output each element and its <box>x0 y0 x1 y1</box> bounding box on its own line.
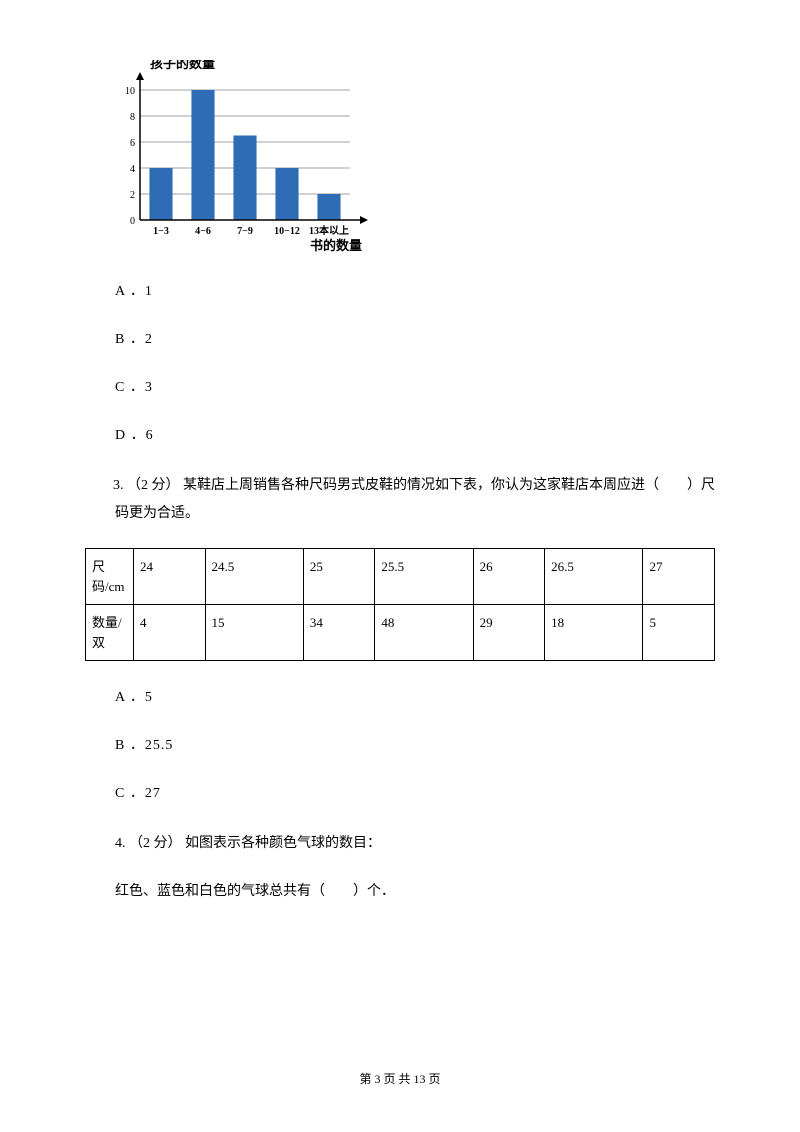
table-cell: 15 <box>205 605 303 661</box>
table-cell: 5 <box>643 605 715 661</box>
svg-text:13本以上: 13本以上 <box>309 224 349 237</box>
table-cell: 26 <box>473 549 545 605</box>
svg-text:1−3: 1−3 <box>153 226 169 237</box>
q4-text: 4. （2 分） 如图表示各种颜色气球的数目： <box>85 830 715 858</box>
table-cell: 25.5 <box>375 549 473 605</box>
q4-subtext: 红色、蓝色和白色的气球总共有（ ）个． <box>85 878 715 906</box>
option-b: B ．2 <box>85 328 715 348</box>
svg-text:0: 0 <box>130 216 135 227</box>
table-cell: 48 <box>375 605 473 661</box>
svg-text:10−12: 10−12 <box>274 226 300 237</box>
option-d: D ．6 <box>85 424 715 444</box>
svg-text:2: 2 <box>130 190 135 201</box>
page-footer: 第 3 页 共 13 页 <box>0 1070 800 1087</box>
table-row: 尺码/cm 24 24.5 25 25.5 26 26.5 27 <box>86 549 715 605</box>
table-cell: 25 <box>303 549 375 605</box>
option-b: B ．25.5 <box>85 734 715 754</box>
svg-text:8: 8 <box>130 112 135 123</box>
table-row: 数量/双 4 15 34 48 29 18 5 <box>86 605 715 661</box>
svg-text:7−9: 7−9 <box>237 226 253 237</box>
option-c: C ．27 <box>85 782 715 802</box>
q3-text: 3. （2 分） 某鞋店上周销售各种尺码男式皮鞋的情况如下表，你认为这家鞋店本周… <box>85 472 715 528</box>
option-c: C ．3 <box>85 376 715 396</box>
svg-text:4−6: 4−6 <box>195 226 211 237</box>
option-a: A ．1 <box>85 280 715 300</box>
table-cell: 29 <box>473 605 545 661</box>
svg-text:4: 4 <box>130 164 135 175</box>
svg-text:6: 6 <box>130 138 135 149</box>
q2-options: A ．1 B ．2 C ．3 D ．6 <box>85 280 715 444</box>
q3-options: A ．5 B ．25.5 C ．27 <box>85 686 715 802</box>
table-cell: 34 <box>303 605 375 661</box>
row-header: 尺码/cm <box>86 549 134 605</box>
svg-text:孩子的数量: 孩子的数量 <box>150 60 215 71</box>
svg-text:书的数量: 书的数量 <box>310 238 362 253</box>
svg-text:10: 10 <box>125 86 135 97</box>
table-cell: 18 <box>545 605 643 661</box>
option-a: A ．5 <box>85 686 715 706</box>
table-cell: 26.5 <box>545 549 643 605</box>
bar-chart: 0 2 4 6 8 10 1−3 4−6 7−9 10−12 13本以上 孩子的数量书的数量 <box>105 60 715 250</box>
row-header: 数量/双 <box>86 605 134 661</box>
table-cell: 27 <box>643 549 715 605</box>
shoe-size-table: 尺码/cm 24 24.5 25 25.5 26 26.5 27 数量/双 4 … <box>85 548 715 661</box>
table-cell: 4 <box>134 605 206 661</box>
table-cell: 24.5 <box>205 549 303 605</box>
table-cell: 24 <box>134 549 206 605</box>
